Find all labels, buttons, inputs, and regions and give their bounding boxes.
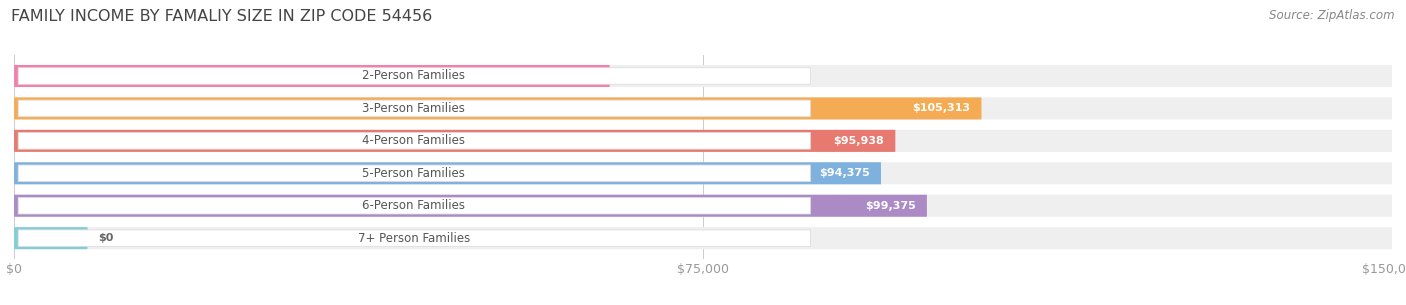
FancyBboxPatch shape — [18, 68, 810, 84]
Text: FAMILY INCOME BY FAMALIY SIZE IN ZIP CODE 54456: FAMILY INCOME BY FAMALIY SIZE IN ZIP COD… — [11, 9, 433, 24]
FancyBboxPatch shape — [14, 130, 1392, 152]
FancyBboxPatch shape — [14, 65, 610, 87]
FancyBboxPatch shape — [14, 97, 1392, 120]
Text: Source: ZipAtlas.com: Source: ZipAtlas.com — [1270, 9, 1395, 22]
Text: $105,313: $105,313 — [912, 103, 970, 113]
Text: $64,833: $64,833 — [548, 71, 599, 81]
FancyBboxPatch shape — [14, 195, 927, 217]
Text: 3-Person Families: 3-Person Families — [363, 102, 465, 115]
FancyBboxPatch shape — [14, 65, 1392, 87]
Text: 4-Person Families: 4-Person Families — [363, 135, 465, 147]
Text: 2-Person Families: 2-Person Families — [363, 70, 465, 82]
FancyBboxPatch shape — [14, 195, 1392, 217]
Text: $0: $0 — [98, 233, 114, 243]
Text: 7+ Person Families: 7+ Person Families — [357, 232, 470, 245]
FancyBboxPatch shape — [14, 162, 1392, 184]
FancyBboxPatch shape — [14, 130, 896, 152]
Text: $94,375: $94,375 — [820, 168, 870, 178]
FancyBboxPatch shape — [14, 162, 882, 184]
Text: $95,938: $95,938 — [834, 136, 884, 146]
Text: 6-Person Families: 6-Person Families — [363, 199, 465, 212]
FancyBboxPatch shape — [18, 165, 810, 181]
FancyBboxPatch shape — [18, 133, 810, 149]
Text: 5-Person Families: 5-Person Families — [363, 167, 465, 180]
FancyBboxPatch shape — [18, 230, 810, 246]
FancyBboxPatch shape — [14, 227, 1392, 249]
FancyBboxPatch shape — [14, 97, 981, 120]
FancyBboxPatch shape — [18, 100, 810, 117]
FancyBboxPatch shape — [18, 197, 810, 214]
Text: $99,375: $99,375 — [865, 201, 915, 211]
FancyBboxPatch shape — [14, 227, 87, 249]
